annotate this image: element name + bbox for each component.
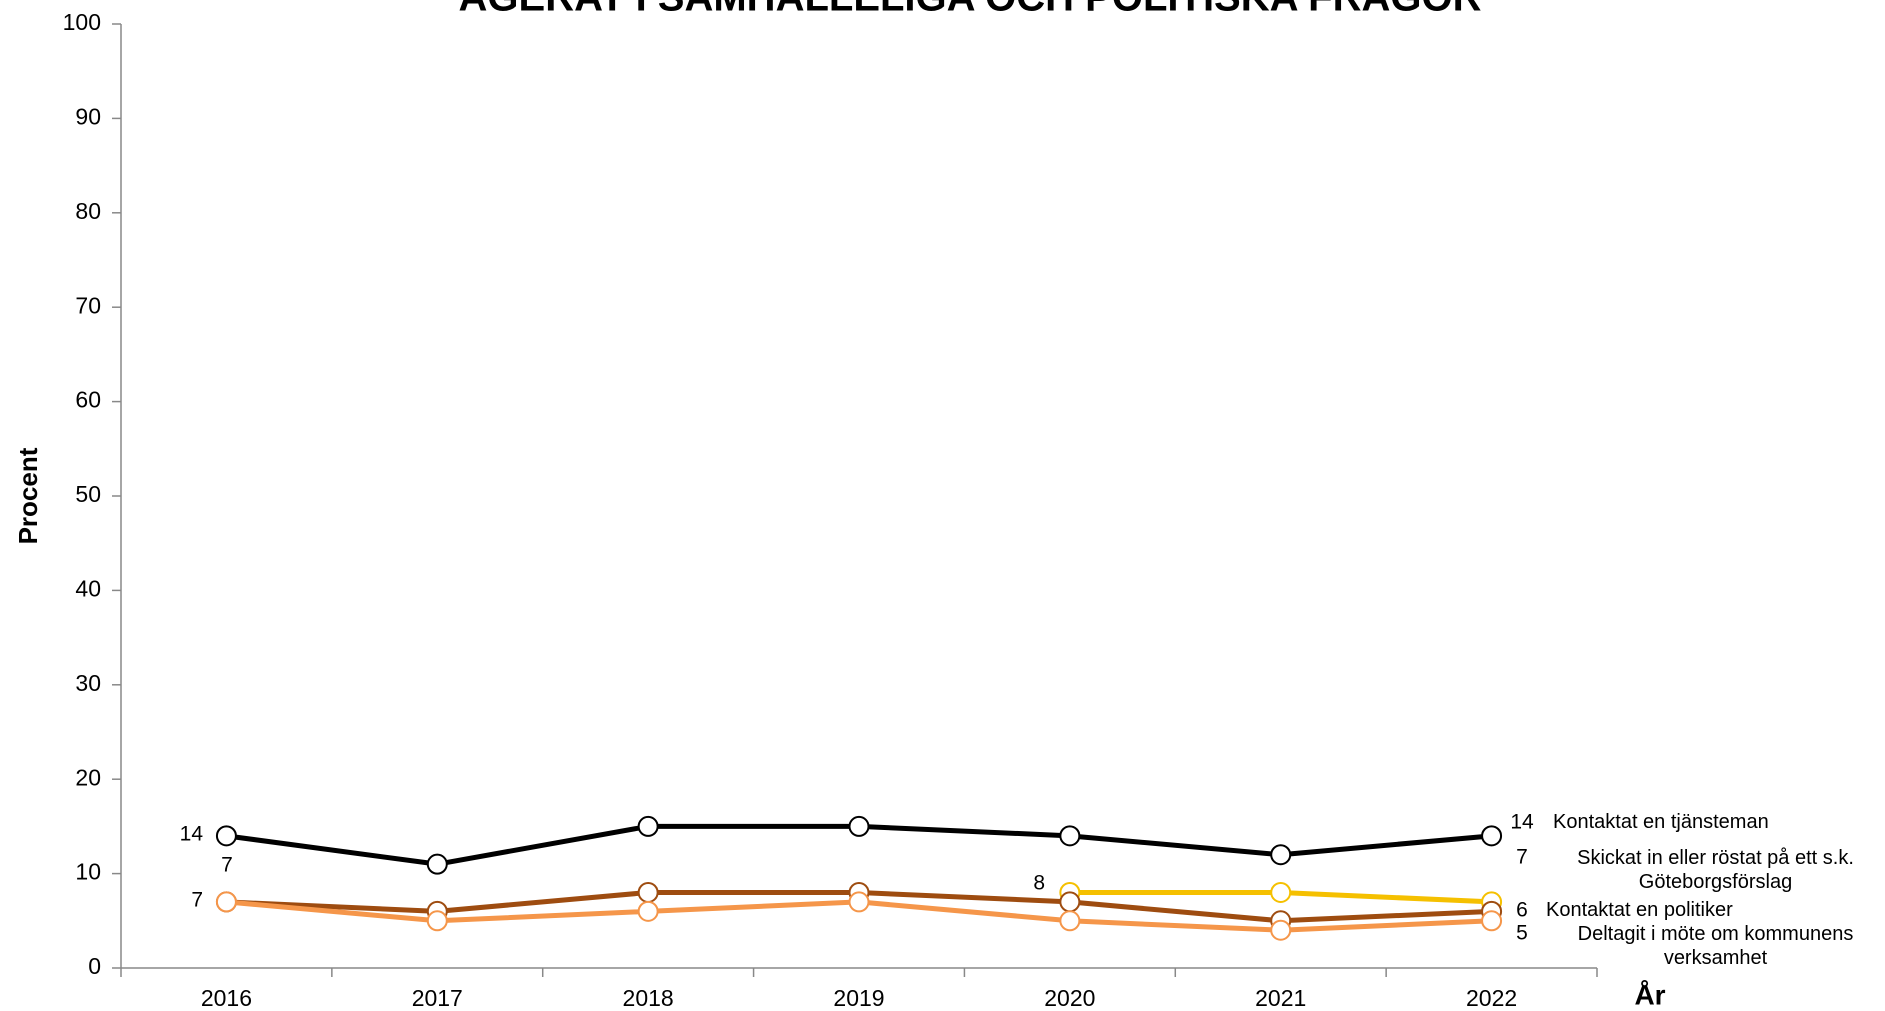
point — [215, 891, 237, 913]
chart-title: AGERAT I SAMHÄLLELIGA OCH POLITISKA FRÅG… — [459, 0, 1482, 20]
point — [1059, 910, 1081, 932]
series-name: Kontaktat en tjänsteman — [1553, 811, 1769, 833]
y-tick-label: 90 — [75, 103, 101, 129]
x-tick-label: 2019 — [833, 985, 884, 1011]
data-label: 8 — [1033, 872, 1045, 895]
x-tick-label: 2020 — [1044, 985, 1095, 1011]
y-tick-label: 100 — [63, 9, 101, 35]
point — [1481, 825, 1503, 847]
data-label: 6 — [1516, 899, 1528, 922]
x-axis-label: År — [1634, 979, 1665, 1010]
point — [848, 815, 870, 837]
point — [1059, 825, 1081, 847]
y-tick-label: 10 — [75, 859, 101, 885]
point — [637, 815, 659, 837]
series-name: Kontaktat en politiker — [1546, 899, 1733, 921]
x-tick-label: 2017 — [412, 985, 463, 1011]
x-tick-label: 2022 — [1466, 985, 1517, 1011]
point — [848, 891, 870, 913]
y-tick-label: 40 — [75, 575, 101, 601]
y-tick-label: 80 — [75, 198, 101, 224]
data-label: 7 — [1516, 846, 1528, 869]
point — [1481, 910, 1503, 932]
data-label: 7 — [221, 854, 233, 877]
point — [215, 825, 237, 847]
data-label: 14 — [180, 823, 204, 846]
point — [1270, 919, 1292, 941]
point — [637, 881, 659, 903]
y-tick-label: 20 — [75, 764, 101, 790]
y-tick-label: 30 — [75, 670, 101, 696]
x-tick-label: 2018 — [623, 985, 674, 1011]
y-tick-label: 70 — [75, 292, 101, 318]
data-label: 7 — [191, 889, 203, 912]
point — [1270, 881, 1292, 903]
y-tick-label: 50 — [75, 481, 101, 507]
series-name: Skickat in eller röstat på ett s.k. Göte… — [1577, 847, 1854, 893]
point — [637, 900, 659, 922]
point — [1270, 844, 1292, 866]
data-label: 5 — [1516, 922, 1528, 945]
point — [426, 910, 448, 932]
series-name: Deltagit i möte om kommunens verksamhet — [1577, 923, 1854, 969]
x-tick-label: 2021 — [1255, 985, 1306, 1011]
y-tick-label: 60 — [75, 387, 101, 413]
y-tick-label: 0 — [88, 953, 101, 979]
y-axis-label: Procent — [13, 447, 43, 544]
data-label: 14 — [1510, 811, 1534, 834]
point — [426, 853, 448, 875]
point — [1059, 891, 1081, 913]
x-tick-label: 2016 — [201, 985, 252, 1011]
